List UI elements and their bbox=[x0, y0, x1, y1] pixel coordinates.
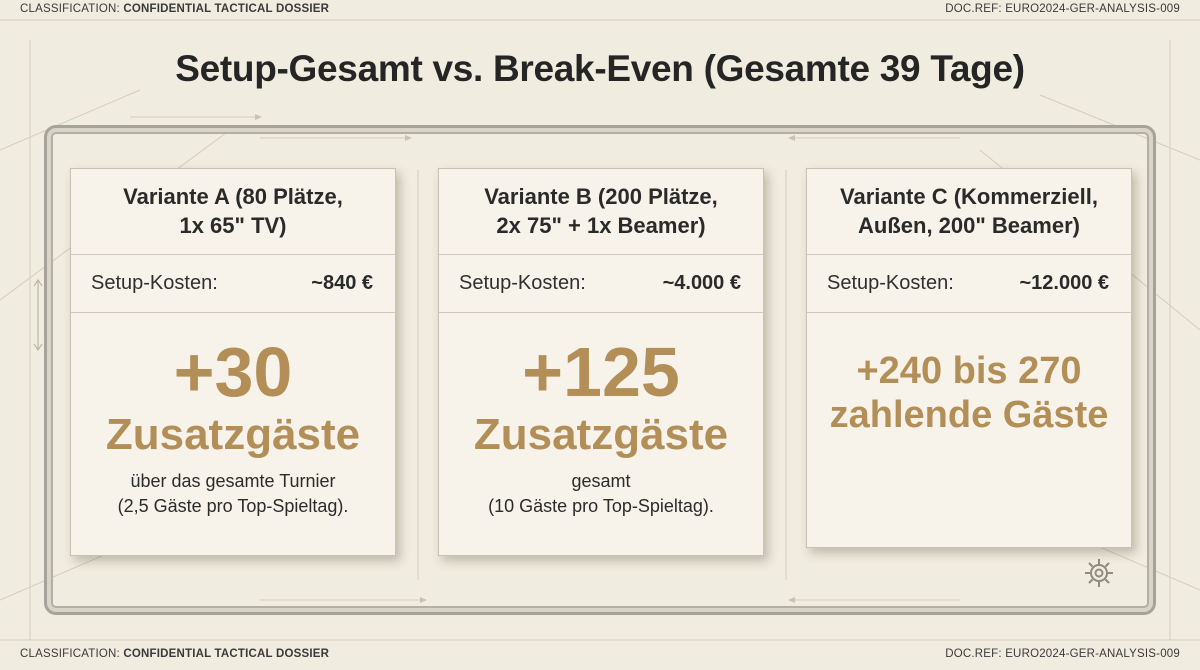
break-even-range: +240 bis 270 zahlende Gäste bbox=[807, 349, 1131, 438]
card-title-line2: Außen, 200" Beamer) bbox=[858, 212, 1080, 238]
setup-cost-row: Setup-Kosten: ~840 € bbox=[71, 255, 395, 313]
dossier-frame bbox=[44, 125, 1156, 615]
break-even-block: +240 bis 270 zahlende Gäste bbox=[807, 349, 1131, 438]
card-title-line1: Variante A (80 Plätze, bbox=[123, 183, 343, 209]
docref-value: EURO2024-GER-ANALYSIS-009 bbox=[1005, 3, 1180, 15]
classification-footer: CLASSIFICATION: CONFIDENTIAL TACTICAL DO… bbox=[20, 648, 329, 660]
note-line2: (10 Gäste pro Top-Spieltag). bbox=[488, 496, 714, 517]
card-title-line2: 1x 65" TV) bbox=[179, 212, 287, 238]
break-even-value: +30 bbox=[173, 333, 293, 411]
card-variant-a: Variante A (80 Plätze, 1x 65" TV) Setup-… bbox=[70, 168, 396, 556]
classification-label: CLASSIFICATION: bbox=[20, 3, 120, 15]
break-even-note: gesamt (10 Gäste pro Top-Spieltag). bbox=[439, 469, 763, 519]
card-title-line1: Variante C (Kommerziell, bbox=[840, 183, 1098, 209]
setup-cost-label: Setup-Kosten: bbox=[91, 272, 218, 294]
docref-header: DOC.REF: EURO2024-GER-ANALYSIS-009 bbox=[945, 3, 1180, 15]
gear-icon bbox=[1085, 559, 1113, 587]
classification-value: CONFIDENTIAL TACTICAL DOSSIER bbox=[123, 3, 330, 15]
card-variant-c: Variante C (Kommerziell, Außen, 200" Bea… bbox=[806, 168, 1132, 548]
break-even-block: +125 Zusatzgäste gesamt (10 Gäste pro To… bbox=[439, 337, 763, 519]
card-title: Variante B (200 Plätze, 2x 75" + 1x Beam… bbox=[439, 169, 763, 255]
docref-footer: DOC.REF: EURO2024-GER-ANALYSIS-009 bbox=[945, 648, 1180, 660]
range-line1: +240 bis 270 bbox=[856, 350, 1082, 392]
card-title: Variante A (80 Plätze, 1x 65" TV) bbox=[71, 169, 395, 255]
classification-label: CLASSIFICATION: bbox=[20, 648, 120, 660]
note-line1: über das gesamte Turnier bbox=[130, 471, 336, 492]
break-even-value: +125 bbox=[522, 333, 680, 411]
break-even-label: Zusatzgäste bbox=[105, 410, 361, 459]
card-title-line1: Variante B (200 Plätze, bbox=[484, 183, 718, 209]
docref-value: EURO2024-GER-ANALYSIS-009 bbox=[1005, 648, 1180, 660]
docref-label: DOC.REF: bbox=[945, 648, 1002, 660]
setup-cost-row: Setup-Kosten: ~4.000 € bbox=[439, 255, 763, 313]
classification-header: CLASSIFICATION: CONFIDENTIAL TACTICAL DO… bbox=[20, 3, 329, 15]
docref-label: DOC.REF: bbox=[945, 3, 1002, 15]
setup-cost-label: Setup-Kosten: bbox=[827, 272, 954, 294]
break-even-note: über das gesamte Turnier (2,5 Gäste pro … bbox=[71, 469, 395, 519]
setup-cost-value: ~12.000 € bbox=[1019, 272, 1109, 294]
note-line1: gesamt bbox=[571, 471, 631, 492]
break-even-label: Zusatzgäste bbox=[473, 410, 729, 459]
setup-cost-value: ~4.000 € bbox=[662, 272, 741, 294]
setup-cost-value: ~840 € bbox=[311, 272, 373, 294]
range-line2: zahlende Gäste bbox=[829, 394, 1109, 437]
card-title: Variante C (Kommerziell, Außen, 200" Bea… bbox=[807, 169, 1131, 255]
break-even-block: +30 Zusatzgäste über das gesamte Turnier… bbox=[71, 337, 395, 519]
card-variant-b: Variante B (200 Plätze, 2x 75" + 1x Beam… bbox=[438, 168, 764, 556]
classification-value: CONFIDENTIAL TACTICAL DOSSIER bbox=[123, 648, 330, 660]
note-line2: (2,5 Gäste pro Top-Spieltag). bbox=[117, 496, 349, 517]
setup-cost-row: Setup-Kosten: ~12.000 € bbox=[807, 255, 1131, 313]
card-title-line2: 2x 75" + 1x Beamer) bbox=[496, 212, 706, 238]
setup-cost-label: Setup-Kosten: bbox=[459, 272, 586, 294]
page-title: Setup-Gesamt vs. Break-Even (Gesamte 39 … bbox=[175, 48, 1025, 89]
